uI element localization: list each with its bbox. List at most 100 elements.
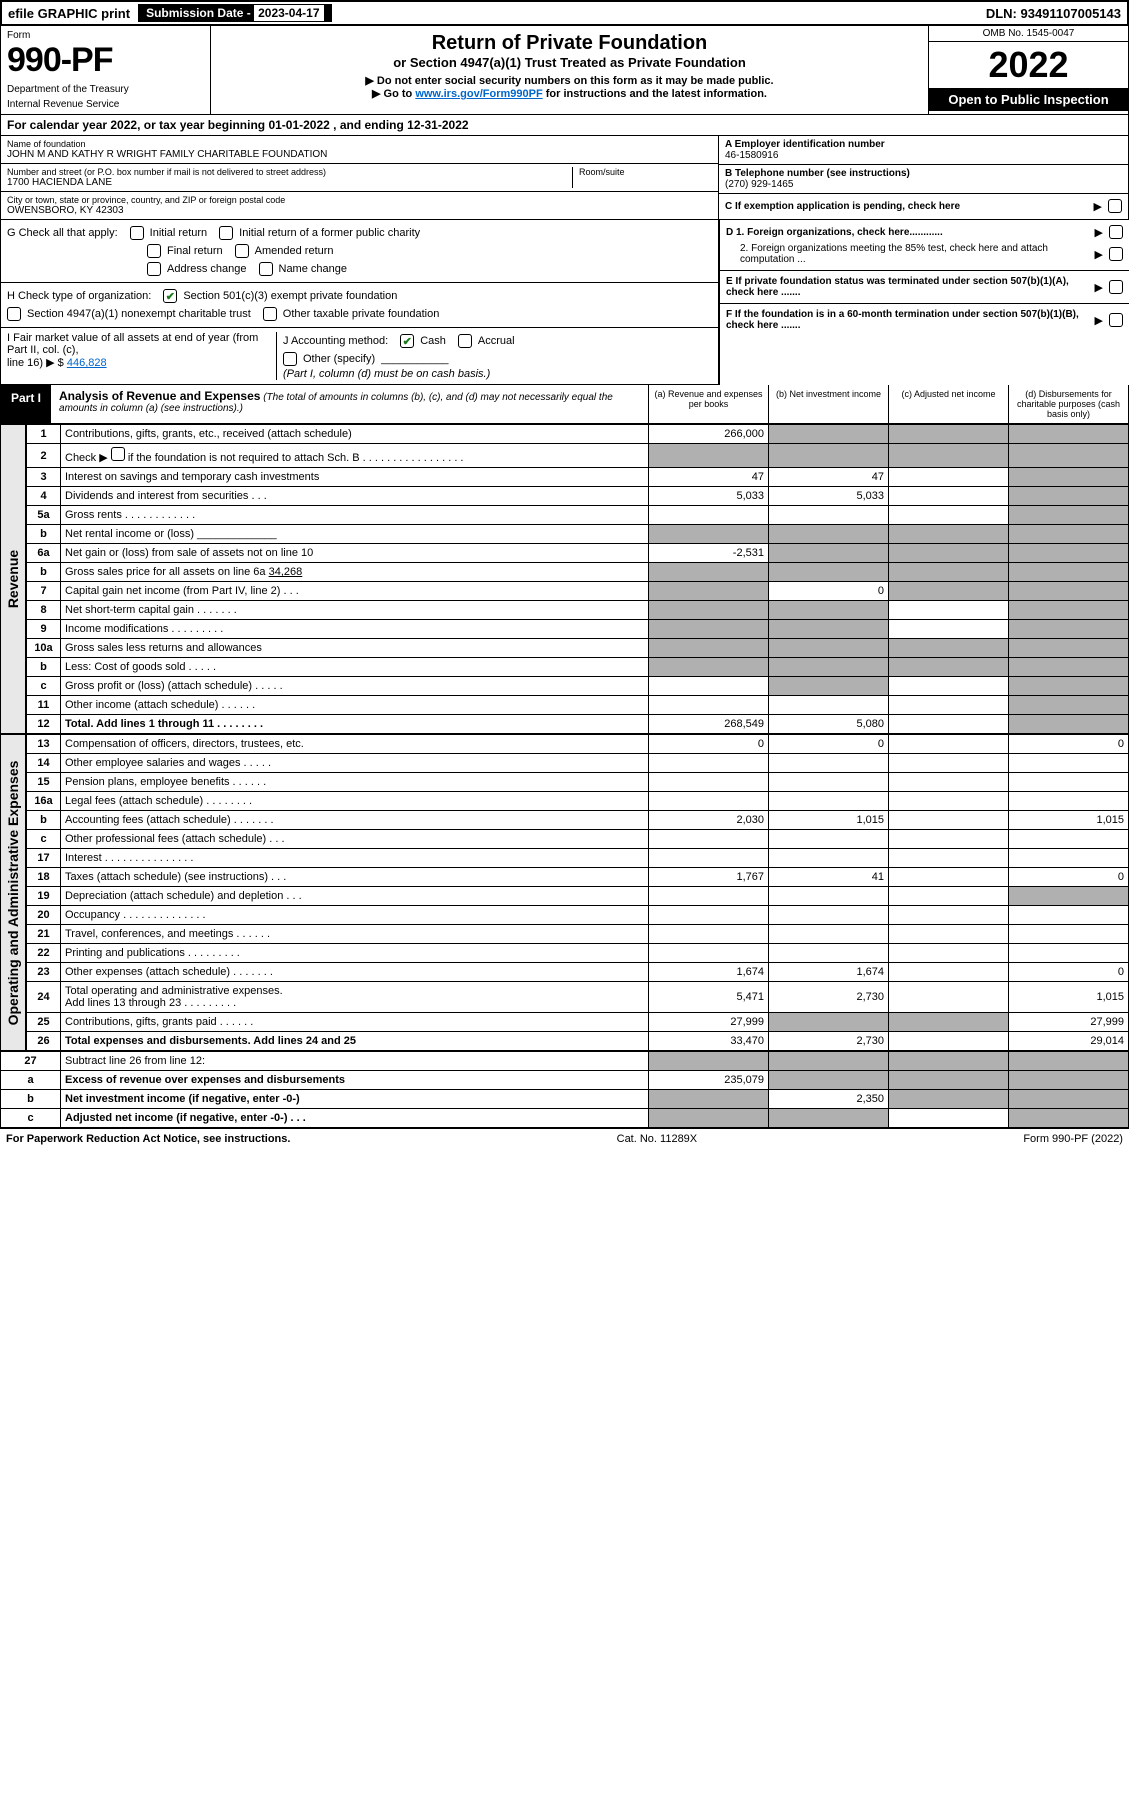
- j2-checkbox[interactable]: [458, 334, 472, 348]
- j-label: J Accounting method:: [283, 335, 388, 347]
- ghi-left: G Check all that apply: Initial return I…: [0, 220, 719, 385]
- j-cell: J Accounting method: Cash Accrual Other …: [277, 332, 712, 380]
- phone-cell: B Telephone number (see instructions) (2…: [719, 165, 1128, 194]
- col-b-header: (b) Net investment income: [768, 385, 888, 423]
- phone-label: B Telephone number (see instructions): [725, 168, 1122, 179]
- table-row: aExcess of revenue over expenses and dis…: [1, 1071, 1129, 1090]
- f-label: F If the foundation is in a 60-month ter…: [726, 309, 1089, 331]
- e-cell: E If private foundation status was termi…: [720, 271, 1129, 304]
- table-row: 1Contributions, gifts, grants, etc., rec…: [27, 425, 1129, 444]
- foundation-name-cell: Name of foundation JOHN M AND KATHY R WR…: [1, 136, 718, 164]
- h2-checkbox[interactable]: [7, 307, 21, 321]
- form-note-1: ▶ Do not enter social security numbers o…: [217, 74, 922, 87]
- dln-label: DLN: 93491107005143: [986, 6, 1125, 21]
- arrow-icon: ▶: [1095, 314, 1103, 327]
- dept-2: Internal Revenue Service: [7, 99, 204, 110]
- note2-pre: ▶ Go to: [372, 88, 415, 100]
- expenses-section: Operating and Administrative Expenses 13…: [0, 734, 1129, 1051]
- c-cell: C If exemption application is pending, c…: [719, 194, 1128, 218]
- table-row: 5aGross rents . . . . . . . . . . . .: [27, 506, 1129, 525]
- table-row: 22Printing and publications . . . . . . …: [27, 944, 1129, 963]
- table-row: 6aNet gain or (loss) from sale of assets…: [27, 544, 1129, 563]
- table-row: 27Subtract line 26 from line 12:: [1, 1052, 1129, 1071]
- ein-cell: A Employer identification number 46-1580…: [719, 136, 1128, 165]
- address-row: Number and street (or P.O. box number if…: [1, 164, 718, 192]
- part1-header: Part I Analysis of Revenue and Expenses …: [0, 385, 1129, 424]
- info-left: Name of foundation JOHN M AND KATHY R WR…: [1, 136, 718, 219]
- g3-label: Final return: [167, 245, 223, 257]
- g3-checkbox[interactable]: [147, 244, 161, 258]
- d1-label: D 1. Foreign organizations, check here..…: [726, 227, 1089, 238]
- j1-checkbox[interactable]: [400, 334, 414, 348]
- section-h: H Check type of organization: Section 50…: [0, 283, 719, 328]
- g6-checkbox[interactable]: [259, 262, 273, 276]
- table-row: 14Other employee salaries and wages . . …: [27, 754, 1129, 773]
- phone-value: (270) 929-1465: [725, 179, 1122, 190]
- arrow-icon: ▶: [1095, 226, 1103, 239]
- j3-label: Other (specify): [303, 353, 375, 365]
- form-header: Form 990-PF Department of the Treasury I…: [0, 26, 1129, 115]
- form-note-2: ▶ Go to www.irs.gov/Form990PF for instru…: [217, 87, 922, 100]
- table-row: 7Capital gain net income (from Part IV, …: [27, 582, 1129, 601]
- g5-checkbox[interactable]: [147, 262, 161, 276]
- h1-checkbox[interactable]: [163, 289, 177, 303]
- d2-checkbox[interactable]: [1109, 247, 1123, 261]
- g1-label: Initial return: [150, 227, 207, 239]
- col-c-header: (c) Adjusted net income: [888, 385, 1008, 423]
- expenses-table: 13Compensation of officers, directors, t…: [26, 734, 1129, 1051]
- ein-label: A Employer identification number: [725, 139, 1122, 150]
- f-checkbox[interactable]: [1109, 313, 1123, 327]
- footer-mid: Cat. No. 11289X: [617, 1133, 698, 1145]
- ein-value: 46-1580916: [725, 150, 1122, 161]
- table-row: 25Contributions, gifts, grants paid . . …: [27, 1013, 1129, 1032]
- d-cell: D 1. Foreign organizations, check here..…: [720, 220, 1129, 271]
- expenses-label: Operating and Administrative Expenses: [5, 760, 21, 1025]
- r2-checkbox[interactable]: [111, 447, 125, 461]
- calendar-year-row: For calendar year 2022, or tax year begi…: [0, 115, 1129, 136]
- table-row: 23Other expenses (attach schedule) . . .…: [27, 963, 1129, 982]
- table-row: bNet rental income or (loss) ___________…: [27, 525, 1129, 544]
- j3-checkbox[interactable]: [283, 352, 297, 366]
- table-row: 11Other income (attach schedule) . . . .…: [27, 696, 1129, 715]
- part1-badge: Part I: [1, 385, 51, 423]
- page-footer: For Paperwork Reduction Act Notice, see …: [0, 1128, 1129, 1149]
- omb-number: OMB No. 1545-0047: [929, 26, 1128, 42]
- form-link[interactable]: www.irs.gov/Form990PF: [415, 88, 542, 100]
- g-label: G Check all that apply:: [7, 227, 118, 239]
- h3-checkbox[interactable]: [263, 307, 277, 321]
- d1-checkbox[interactable]: [1109, 225, 1123, 239]
- table-row: 26Total expenses and disbursements. Add …: [27, 1032, 1129, 1051]
- table-row: cAdjusted net income (if negative, enter…: [1, 1109, 1129, 1128]
- revenue-label: Revenue: [5, 550, 21, 608]
- foundation-name: JOHN M AND KATHY R WRIGHT FAMILY CHARITA…: [7, 149, 712, 160]
- table-row: cOther professional fees (attach schedul…: [27, 830, 1129, 849]
- table-row: 17Interest . . . . . . . . . . . . . . .: [27, 849, 1129, 868]
- top-bar: efile GRAPHIC print Submission Date - 20…: [0, 0, 1129, 26]
- g6-label: Name change: [279, 263, 348, 275]
- i-label-1: I Fair market value of all assets at end…: [7, 332, 258, 356]
- header-mid: Return of Private Foundation or Section …: [211, 26, 928, 114]
- j-note: (Part I, column (d) must be on cash basi…: [283, 368, 712, 380]
- h2-label: Section 4947(a)(1) nonexempt charitable …: [27, 308, 251, 320]
- form-label: Form: [7, 30, 204, 41]
- footer-right: Form 990-PF (2022): [1023, 1133, 1123, 1145]
- g1-checkbox[interactable]: [130, 226, 144, 240]
- c-checkbox[interactable]: [1108, 199, 1122, 213]
- address-label: Number and street (or P.O. box number if…: [7, 167, 572, 177]
- submission-date-value: 2023-04-17: [254, 5, 323, 21]
- table-row: bNet investment income (if negative, ent…: [1, 1090, 1129, 1109]
- info-right: A Employer identification number 46-1580…: [718, 136, 1128, 219]
- table-row: 15Pension plans, employee benefits . . .…: [27, 773, 1129, 792]
- table-row: 19Depreciation (attach schedule) and dep…: [27, 887, 1129, 906]
- form-subtitle: or Section 4947(a)(1) Trust Treated as P…: [217, 55, 922, 70]
- g2-checkbox[interactable]: [219, 226, 233, 240]
- g4-checkbox[interactable]: [235, 244, 249, 258]
- e-label: E If private foundation status was termi…: [726, 276, 1089, 298]
- g2-label: Initial return of a former public charit…: [239, 227, 420, 239]
- f-cell: F If the foundation is in a 60-month ter…: [720, 304, 1129, 336]
- table-row: bLess: Cost of goods sold . . . . .: [27, 658, 1129, 677]
- form-number: 990-PF: [7, 41, 204, 80]
- revenue-side-label: Revenue: [0, 424, 26, 734]
- e-checkbox[interactable]: [1109, 280, 1123, 294]
- footer-left: For Paperwork Reduction Act Notice, see …: [6, 1133, 290, 1145]
